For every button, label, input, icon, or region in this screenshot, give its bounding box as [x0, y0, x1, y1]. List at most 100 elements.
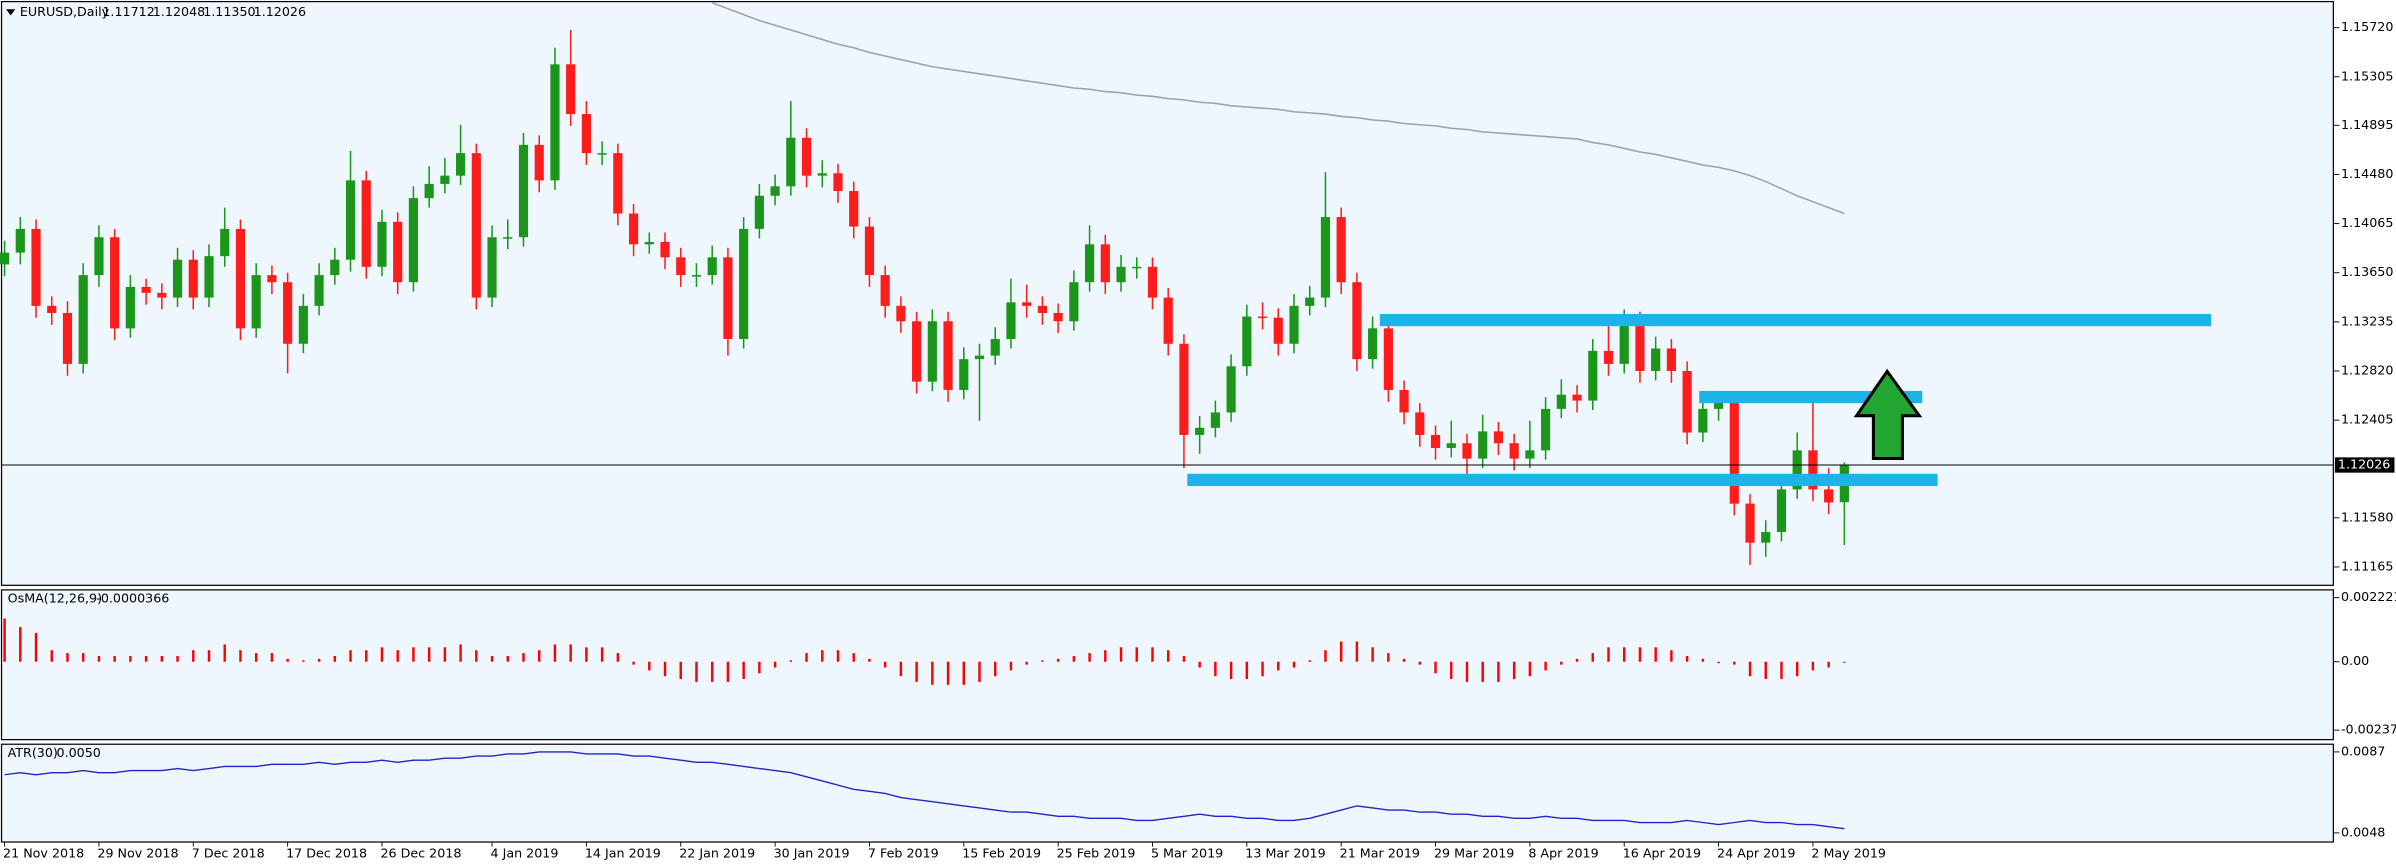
candle-body — [707, 257, 717, 276]
x-tick-label: 17 Dec 2018 — [286, 846, 367, 861]
candle-body — [251, 275, 261, 329]
x-tick-label: 22 Jan 2019 — [679, 846, 755, 861]
candle-body — [801, 137, 812, 176]
candle-body — [1713, 400, 1724, 409]
candle-body — [1132, 266, 1142, 269]
x-tick-label: 7 Dec 2018 — [192, 846, 265, 861]
candle-body — [424, 183, 434, 199]
atr-title: ATR(30) — [8, 745, 58, 760]
candle-body — [377, 221, 387, 267]
candle-body — [864, 226, 875, 276]
candle-body — [1588, 350, 1598, 401]
candle-body — [125, 286, 135, 329]
candle-body — [1666, 348, 1676, 371]
candle-body — [1352, 282, 1362, 360]
x-tick-label: 2 May 2019 — [1811, 846, 1886, 861]
candle-body — [912, 321, 922, 382]
candle-body — [770, 186, 780, 196]
candle-body — [361, 180, 371, 267]
candle-body — [1273, 317, 1283, 344]
candle-body — [754, 195, 764, 229]
osma-title: OsMA(12,26,9) — [8, 591, 102, 606]
candle-body — [974, 355, 985, 360]
candle-body — [345, 180, 356, 260]
candle-body — [1210, 412, 1220, 428]
candle-body — [188, 259, 198, 298]
candle-body — [1776, 489, 1787, 533]
x-tick-label: 29 Mar 2019 — [1434, 846, 1514, 861]
candle-body — [1682, 370, 1692, 433]
candle-body — [833, 173, 843, 192]
candle-body — [880, 275, 890, 306]
low-label: 1.11350 — [203, 4, 255, 19]
candle-body — [1698, 408, 1708, 433]
candle-body — [550, 64, 560, 181]
candle-body — [1163, 297, 1173, 344]
candle-body — [0, 252, 10, 265]
candle-body — [660, 241, 670, 258]
atr-line — [4, 751, 1845, 830]
candle-body — [1305, 297, 1315, 306]
candle-body — [62, 312, 73, 364]
x-tick-label: 16 Apr 2019 — [1623, 846, 1701, 861]
y-tick-label: 1.14065 — [2341, 215, 2393, 230]
candle-body — [613, 153, 623, 214]
candle-body — [1069, 282, 1079, 322]
x-tick-label: 14 Jan 2019 — [585, 846, 661, 861]
candle-body — [1368, 328, 1378, 360]
osma-panel — [0, 589, 2334, 741]
candle-body — [503, 237, 513, 239]
candle-body — [1462, 443, 1472, 459]
candle-body — [408, 198, 419, 283]
candle-body — [1446, 443, 1456, 448]
y-tick-label: -0.002370 — [2341, 722, 2396, 737]
candle-body — [723, 257, 733, 340]
candle-body — [817, 173, 827, 176]
candle-body — [1824, 489, 1834, 503]
current-price-label: 1.12026 — [2338, 457, 2390, 472]
candle-body — [676, 257, 686, 276]
candle-body — [110, 237, 120, 329]
y-tick-label: 1.11165 — [2341, 558, 2393, 573]
candle-body — [1541, 408, 1551, 451]
candle-body — [1761, 532, 1771, 543]
moving-average — [711, 2, 1845, 215]
candle-body — [518, 144, 529, 238]
candle-body — [959, 359, 969, 390]
x-tick-label: 5 Mar 2019 — [1151, 846, 1223, 861]
candle-body — [1399, 389, 1409, 413]
candle-body — [47, 305, 57, 313]
candle-body — [15, 228, 25, 253]
y-tick-label: 1.13650 — [2341, 264, 2393, 279]
y-tick-label: 1.14895 — [2341, 117, 2393, 132]
candle-body — [31, 228, 41, 306]
candle-body — [1556, 394, 1566, 409]
candle-body — [172, 259, 183, 298]
candle-body — [1572, 394, 1582, 401]
candle-body — [1037, 305, 1047, 313]
candle-body — [298, 305, 308, 344]
candle-body — [1179, 343, 1189, 435]
x-tick-label: 4 Jan 2019 — [491, 846, 559, 861]
x-tick-label: 30 Jan 2019 — [774, 846, 850, 861]
candle-body — [1478, 431, 1488, 459]
x-tick-label: 24 Apr 2019 — [1717, 846, 1795, 861]
candle-body — [1242, 316, 1252, 367]
candle-body — [1006, 302, 1016, 340]
x-tick-label: 13 Mar 2019 — [1245, 846, 1325, 861]
candle-body — [896, 305, 906, 322]
candle-body — [1195, 427, 1205, 435]
osma-value: -0.0000366 — [96, 591, 169, 606]
current-price-box — [2334, 457, 2395, 473]
menu-triangle[interactable] — [6, 9, 16, 16]
candle-body — [849, 191, 859, 227]
candle-body — [1430, 434, 1441, 448]
candle-body — [581, 114, 591, 154]
y-tick-label: 1.11580 — [2341, 509, 2393, 524]
candle-body — [157, 292, 167, 298]
close-label: 1.12026 — [254, 4, 306, 19]
candle-body — [330, 259, 340, 276]
candle-body — [1085, 244, 1095, 283]
